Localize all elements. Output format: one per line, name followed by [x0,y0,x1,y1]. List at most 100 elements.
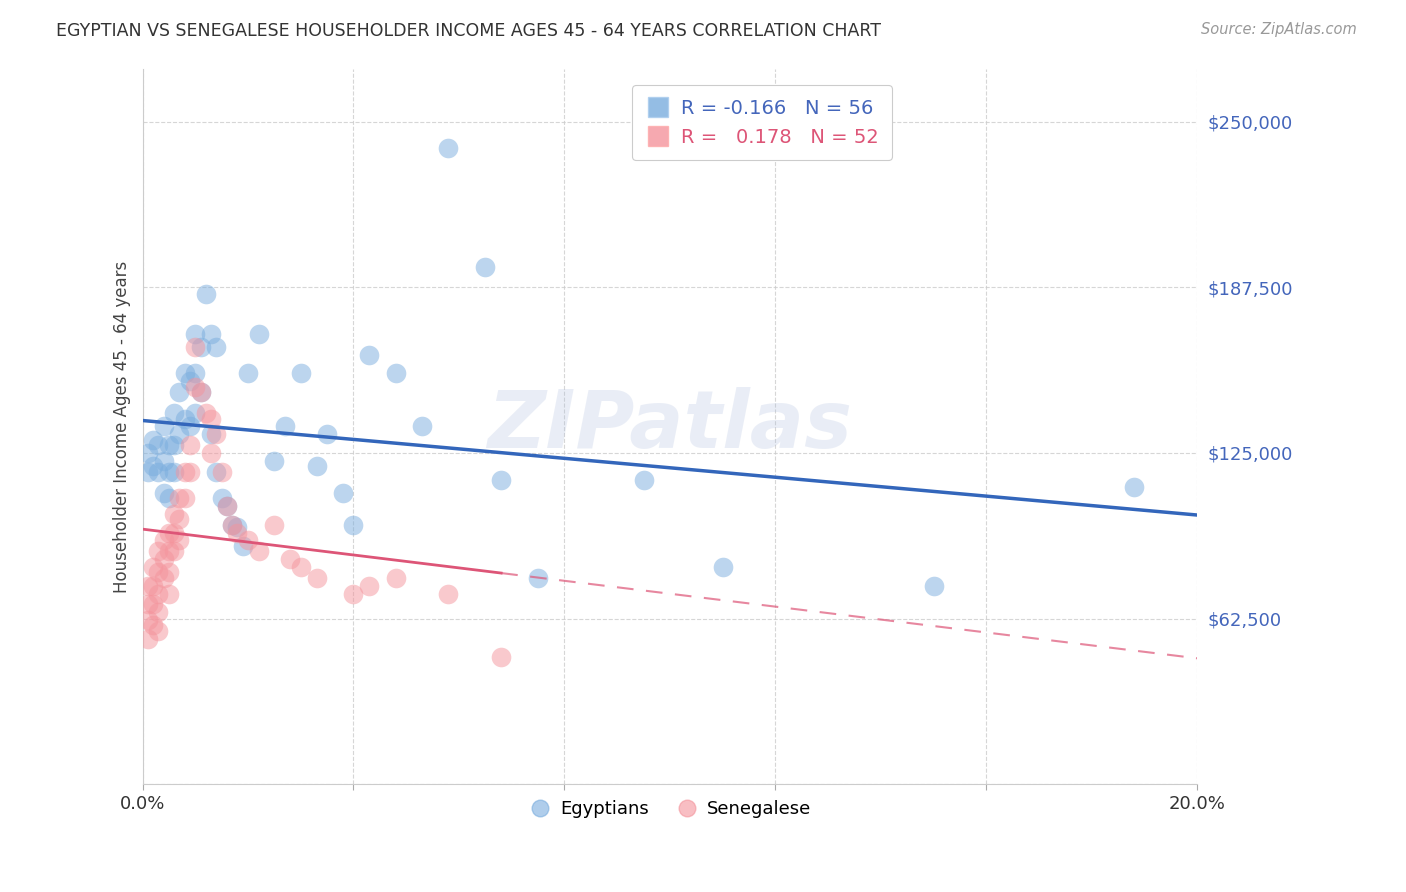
Point [152,533,174,548]
Point [157,566,180,580]
Point [316,427,339,442]
Point [184,380,207,394]
Point [179,465,201,479]
Point [922,578,945,592]
Point [136,446,159,460]
Point [148,586,170,600]
Point [236,533,259,548]
Point [142,597,165,611]
Point [184,340,207,354]
Point [290,560,312,574]
Point [163,544,186,558]
Point [148,438,170,452]
Point [148,624,170,638]
Point [278,552,301,566]
Point [179,438,201,452]
Text: ZIPatlas: ZIPatlas [488,387,852,466]
Y-axis label: Householder Income Ages 45 - 64 years: Householder Income Ages 45 - 64 years [114,260,131,592]
Point [205,427,228,442]
Point [179,375,201,389]
Point [411,419,433,434]
Point [148,465,170,479]
Point [163,465,186,479]
Point [226,520,249,534]
Point [221,517,243,532]
Point [184,326,207,341]
Point [211,465,233,479]
Point [215,499,238,513]
Point [163,438,186,452]
Point [211,491,233,505]
Point [152,552,174,566]
Point [633,473,655,487]
Point [136,632,159,646]
Point [142,459,165,474]
Point [342,517,364,532]
Point [384,367,406,381]
Point [489,650,512,665]
Point [152,485,174,500]
Point [169,512,191,526]
Point [142,560,165,574]
Point [136,613,159,627]
Point [1123,480,1146,494]
Point [489,473,512,487]
Point [200,411,222,425]
Point [359,578,381,592]
Point [169,533,191,548]
Point [205,340,228,354]
Point [232,539,254,553]
Point [157,544,180,558]
Point [136,465,159,479]
Point [437,586,460,600]
Point [474,260,496,275]
Point [142,618,165,632]
Point [184,367,207,381]
Point [163,507,186,521]
Point [152,454,174,468]
Point [163,525,186,540]
Point [163,406,186,420]
Point [200,446,222,460]
Point [384,571,406,585]
Point [332,485,354,500]
Text: Source: ZipAtlas.com: Source: ZipAtlas.com [1201,22,1357,37]
Point [215,499,238,513]
Point [274,419,297,434]
Point [148,566,170,580]
Point [342,586,364,600]
Point [711,560,734,574]
Point [169,427,191,442]
Point [152,571,174,585]
Point [157,491,180,505]
Point [142,433,165,447]
Text: EGYPTIAN VS SENEGALESE HOUSEHOLDER INCOME AGES 45 - 64 YEARS CORRELATION CHART: EGYPTIAN VS SENEGALESE HOUSEHOLDER INCOM… [56,22,882,40]
Point [136,578,159,592]
Point [221,517,243,532]
Point [200,326,222,341]
Point [179,419,201,434]
Point [173,491,195,505]
Point [142,578,165,592]
Point [152,419,174,434]
Point [194,406,217,420]
Point [263,517,285,532]
Point [226,525,249,540]
Point [527,571,550,585]
Point [205,465,228,479]
Point [305,571,328,585]
Point [173,367,195,381]
Point [200,427,222,442]
Point [190,384,212,399]
Point [136,597,159,611]
Point [247,544,270,558]
Point [359,348,381,362]
Legend: Egyptians, Senegalese: Egyptians, Senegalese [522,793,818,825]
Point [194,286,217,301]
Point [173,465,195,479]
Point [169,491,191,505]
Point [157,438,180,452]
Point [263,454,285,468]
Point [184,406,207,420]
Point [148,605,170,619]
